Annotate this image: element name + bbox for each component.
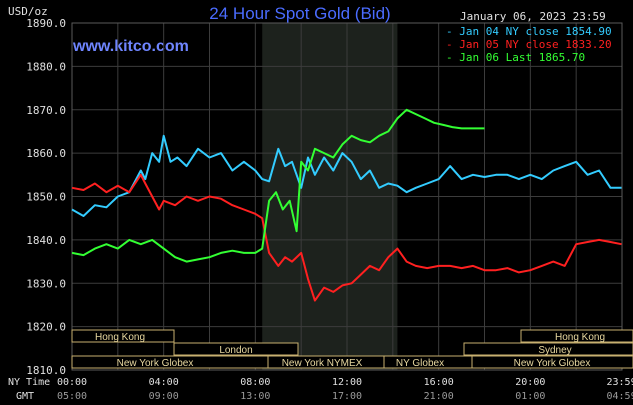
band-sydney-label: Sydney <box>538 345 571 356</box>
ny-time-tick: 16:00 <box>424 377 454 388</box>
band-hong-kong-1-label: Hong Kong <box>95 332 145 343</box>
band-london <box>173 342 299 356</box>
y-tick-label: 1880.0 <box>26 60 66 73</box>
ny-time-tick: 00:00 <box>57 377 87 388</box>
legend-item-jan06: - Jan 06 Last 1865.70 <box>446 51 585 64</box>
legend-item-jan04: - Jan 04 NY close 1854.90 <box>446 25 612 38</box>
band-hong-kong-2-label: Hong Kong <box>555 332 605 343</box>
y-tick-label: 1810.0 <box>26 364 66 377</box>
y-tick-label: 1890.0 <box>26 17 66 30</box>
y-tick-label: 1870.0 <box>26 104 66 117</box>
ny-time-tick: 04:00 <box>149 377 179 388</box>
band-ny-globex-3 <box>471 355 633 369</box>
series-line-1 <box>71 173 622 302</box>
band-hong-kong-2 <box>520 329 633 343</box>
market-bands: Hong Kong Hong Kong London Sydney New Yo… <box>71 329 633 369</box>
band-ny-globex-3-label: New York Globex <box>514 358 591 369</box>
band-sydney <box>463 342 633 356</box>
band-ny-nymex-label: New York NYMEX <box>282 358 363 369</box>
band-london-label: London <box>219 345 252 356</box>
ny-time-tick: 20:00 <box>515 377 545 388</box>
gmt-time-tick: 13:00 <box>240 391 270 402</box>
gmt-time-tick: 04:59 <box>606 391 633 402</box>
ny-time-tick: 12:00 <box>332 377 362 388</box>
grid <box>71 22 623 371</box>
series-line-2 <box>71 108 485 263</box>
y-tick-label: 1850.0 <box>26 191 66 204</box>
ny-time-tick: 23:59 <box>606 377 633 388</box>
x-tick-labels: 00:00 04:00 08:00 12:00 16:00 20:00 23:59 05:00… <box>57 377 633 402</box>
y-tick-label: 1840.0 <box>26 234 66 247</box>
gmt-time-tick: 01:00 <box>515 391 545 402</box>
y-tick-label: 1820.0 <box>26 321 66 334</box>
y-tick-labels: 1890.0 1880.0 1870.0 1860.0 1850.0 1840.0 1830… <box>26 17 66 377</box>
y-tick-label: 1860.0 <box>26 147 66 160</box>
band-ny-globex-1-label: New York Globex <box>117 358 194 369</box>
legend-item-jan05: - Jan 05 NY close 1833.20 <box>446 38 612 51</box>
series-line-0 <box>71 134 622 217</box>
gmt-label: GMT <box>16 391 34 402</box>
gmt-time-tick: 17:00 <box>332 391 362 402</box>
y-unit-label: USD/oz <box>8 5 48 18</box>
y-tick-label: 1830.0 <box>26 277 66 290</box>
ny-time-tick: 08:00 <box>240 377 270 388</box>
legend: - Jan 04 NY close 1854.90 - Jan 05 NY cl… <box>446 25 612 64</box>
ny-time-label: NY Time <box>8 377 50 388</box>
chart-title: 24 Hour Spot Gold (Bid) <box>209 4 390 23</box>
gmt-time-tick: 21:00 <box>424 391 454 402</box>
watermark: www.kitco.com <box>72 38 189 55</box>
date-label: January 06, 2023 23:59 <box>460 10 606 23</box>
series-layer <box>71 108 622 302</box>
gmt-time-tick: 05:00 <box>57 391 87 402</box>
plot-frame <box>71 22 623 371</box>
band-hong-kong-1 <box>71 329 175 343</box>
band-ny-globex-2-label: NY Globex <box>396 358 444 369</box>
gmt-time-tick: 09:00 <box>149 391 179 402</box>
